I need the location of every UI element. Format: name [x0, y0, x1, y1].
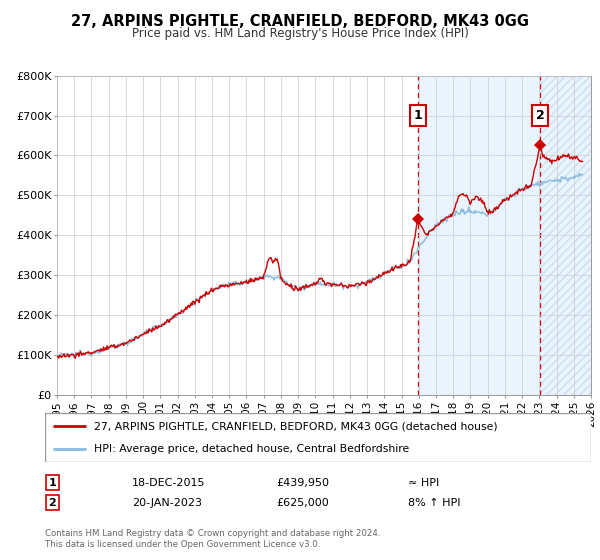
Text: HPI: Average price, detached house, Central Bedfordshire: HPI: Average price, detached house, Cent… — [94, 444, 409, 454]
Text: 20-JAN-2023: 20-JAN-2023 — [132, 498, 202, 508]
Text: £625,000: £625,000 — [276, 498, 329, 508]
Text: 1: 1 — [49, 478, 56, 488]
Bar — [418, 76, 591, 395]
Text: 18-DEC-2015: 18-DEC-2015 — [132, 478, 205, 488]
Text: Price paid vs. HM Land Registry's House Price Index (HPI): Price paid vs. HM Land Registry's House … — [131, 27, 469, 40]
Text: 8% ↑ HPI: 8% ↑ HPI — [408, 498, 461, 508]
Text: This data is licensed under the Open Government Licence v3.0.: This data is licensed under the Open Gov… — [45, 540, 320, 549]
Text: £439,950: £439,950 — [276, 478, 329, 488]
Text: 1: 1 — [413, 109, 422, 122]
Text: ≈ HPI: ≈ HPI — [408, 478, 439, 488]
Text: 27, ARPINS PIGHTLE, CRANFIELD, BEDFORD, MK43 0GG (detached house): 27, ARPINS PIGHTLE, CRANFIELD, BEDFORD, … — [94, 421, 498, 431]
Text: 2: 2 — [536, 109, 545, 122]
Text: 2: 2 — [49, 498, 56, 508]
Text: Contains HM Land Registry data © Crown copyright and database right 2024.: Contains HM Land Registry data © Crown c… — [45, 529, 380, 538]
Text: 27, ARPINS PIGHTLE, CRANFIELD, BEDFORD, MK43 0GG: 27, ARPINS PIGHTLE, CRANFIELD, BEDFORD, … — [71, 14, 529, 29]
Bar — [540, 76, 591, 395]
